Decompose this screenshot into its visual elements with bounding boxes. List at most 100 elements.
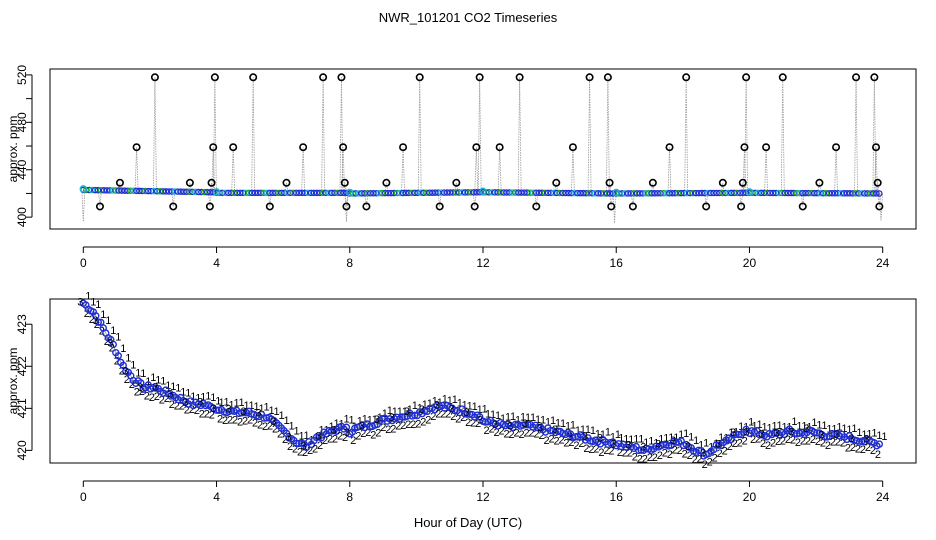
- top-outlier-point: [603, 73, 612, 82]
- top-x-tick-label: 20: [743, 256, 757, 270]
- bottom-marker-label-1: 1: [821, 420, 827, 432]
- top-baseline-point: [683, 189, 691, 197]
- top-baseline-point: [204, 188, 211, 196]
- bottom-marker-label-1: 1: [525, 412, 531, 424]
- bottom-marker-label-1: 1: [95, 299, 101, 311]
- top-baseline-point: [322, 189, 330, 197]
- bottom-marker-label-2: 2: [860, 444, 866, 456]
- top-baseline-point: [822, 189, 830, 197]
- bottom-marker-label-3: 3: [863, 433, 869, 445]
- bottom-marker-label-2: 2: [194, 405, 200, 417]
- top-baseline-point: [535, 189, 543, 197]
- top-baseline-point: [325, 189, 332, 197]
- top-baseline-point: [307, 189, 315, 197]
- bottom-marker-label-1: 1: [442, 393, 448, 405]
- top-baseline-point: [873, 190, 880, 197]
- top-baseline-point: [600, 190, 608, 197]
- bottom-marker-label-1: 1: [851, 423, 857, 435]
- top-baseline-point: [719, 189, 726, 197]
- top-spike-line: [341, 147, 346, 193]
- bottom-marker-label-2: 2: [169, 399, 175, 411]
- top-baseline-point: [100, 187, 108, 194]
- top-baseline-point: [124, 187, 131, 194]
- top-baseline-point: [355, 190, 362, 197]
- top-segment-start-point: [346, 188, 354, 197]
- top-spike-line: [301, 147, 306, 193]
- top-outlier-point: [585, 73, 594, 82]
- bottom-marker-label-1: 1: [115, 331, 121, 343]
- bottom-data-point: [820, 432, 829, 441]
- bottom-marker-label-3: 3: [77, 296, 83, 308]
- bottom-marker-label-2: 2: [875, 449, 881, 461]
- top-baseline-point: [532, 189, 540, 196]
- top-spike-line: [477, 77, 482, 193]
- top-baseline-point: [538, 189, 546, 197]
- bottom-marker-label-2: 2: [420, 417, 426, 429]
- bottom-marker-label-1: 1: [362, 413, 368, 425]
- top-baseline-point: [701, 189, 709, 197]
- bottom-marker-label-3: 3: [449, 404, 455, 416]
- bottom-marker-label-1: 1: [756, 419, 762, 431]
- bottom-marker-label-1: 1: [155, 375, 161, 387]
- bottom-marker-label-2: 2: [317, 440, 323, 452]
- bottom-data-point: [137, 379, 145, 387]
- top-outlier-point: [435, 202, 444, 211]
- bottom-marker-label-2: 2: [717, 448, 723, 460]
- top-baseline-point: [189, 188, 196, 196]
- bottom-marker-label-1: 1: [500, 413, 506, 425]
- top-baseline-point: [239, 189, 247, 197]
- bottom-marker-label-2: 2: [114, 356, 120, 368]
- bottom-marker-label-2: 2: [805, 436, 811, 448]
- bottom-marker-label-2: 2: [722, 445, 728, 457]
- bottom-y-axis-label: approx. ppm: [6, 348, 20, 415]
- top-baseline-point: [399, 189, 407, 197]
- bottom-marker-label-1: 1: [761, 422, 767, 434]
- top-baseline-point: [657, 189, 664, 197]
- top-baseline-point: [831, 189, 839, 197]
- top-baseline-point: [864, 190, 871, 197]
- top-baseline-point: [201, 188, 208, 196]
- top-baseline-point: [298, 189, 306, 197]
- top-baseline-point: [503, 189, 510, 196]
- top-spike-line: [417, 77, 422, 193]
- top-spike-line: [344, 192, 349, 222]
- bottom-marker-label-3: 3: [818, 430, 824, 442]
- bottom-marker-label-2: 2: [548, 434, 554, 446]
- top-baseline-point: [236, 189, 244, 197]
- top-baseline-point: [805, 189, 812, 197]
- top-outlier-point: [852, 73, 861, 82]
- top-spike-line: [81, 189, 86, 222]
- top-spike-line: [874, 147, 878, 194]
- bottom-marker-label-1: 1: [273, 406, 279, 418]
- bottom-marker-label-1: 1: [811, 417, 817, 429]
- top-baseline-point: [500, 189, 507, 196]
- bottom-marker-label-1: 1: [515, 414, 521, 426]
- bottom-marker-label-2: 2: [498, 426, 504, 438]
- bottom-marker-label-2: 2: [672, 444, 678, 456]
- top-spike-line: [171, 191, 176, 207]
- top-baseline-point: [663, 189, 670, 197]
- top-baseline-point: [790, 189, 797, 197]
- bottom-marker-label-2: 2: [445, 409, 451, 421]
- top-baseline-point: [153, 187, 161, 195]
- top-x-tick-label: 16: [610, 256, 624, 270]
- top-outlier-point: [95, 202, 104, 211]
- top-spike-line: [321, 77, 326, 193]
- bottom-marker-label-2: 2: [870, 445, 876, 457]
- top-outlier-point: [552, 178, 561, 187]
- top-baseline-point: [159, 188, 167, 195]
- bottom-marker-label-2: 2: [425, 414, 431, 426]
- top-baseline-point: [118, 187, 125, 194]
- bottom-marker-label-1: 1: [482, 404, 488, 416]
- top-baseline-point: [361, 190, 368, 197]
- bottom-marker-label-2: 2: [855, 444, 861, 456]
- bottom-marker-label-1: 1: [130, 359, 136, 371]
- top-baseline-point: [328, 189, 335, 197]
- top-baseline-point: [787, 189, 795, 197]
- bottom-marker-label-1: 1: [229, 400, 235, 412]
- bottom-marker-label-3: 3: [137, 382, 143, 394]
- bottom-marker-label-2: 2: [845, 442, 851, 454]
- bottom-marker-label-2: 2: [825, 440, 831, 452]
- bottom-marker-label-2: 2: [184, 405, 190, 417]
- chart-title: NWR_101201 CO2 Timeseries: [379, 10, 558, 25]
